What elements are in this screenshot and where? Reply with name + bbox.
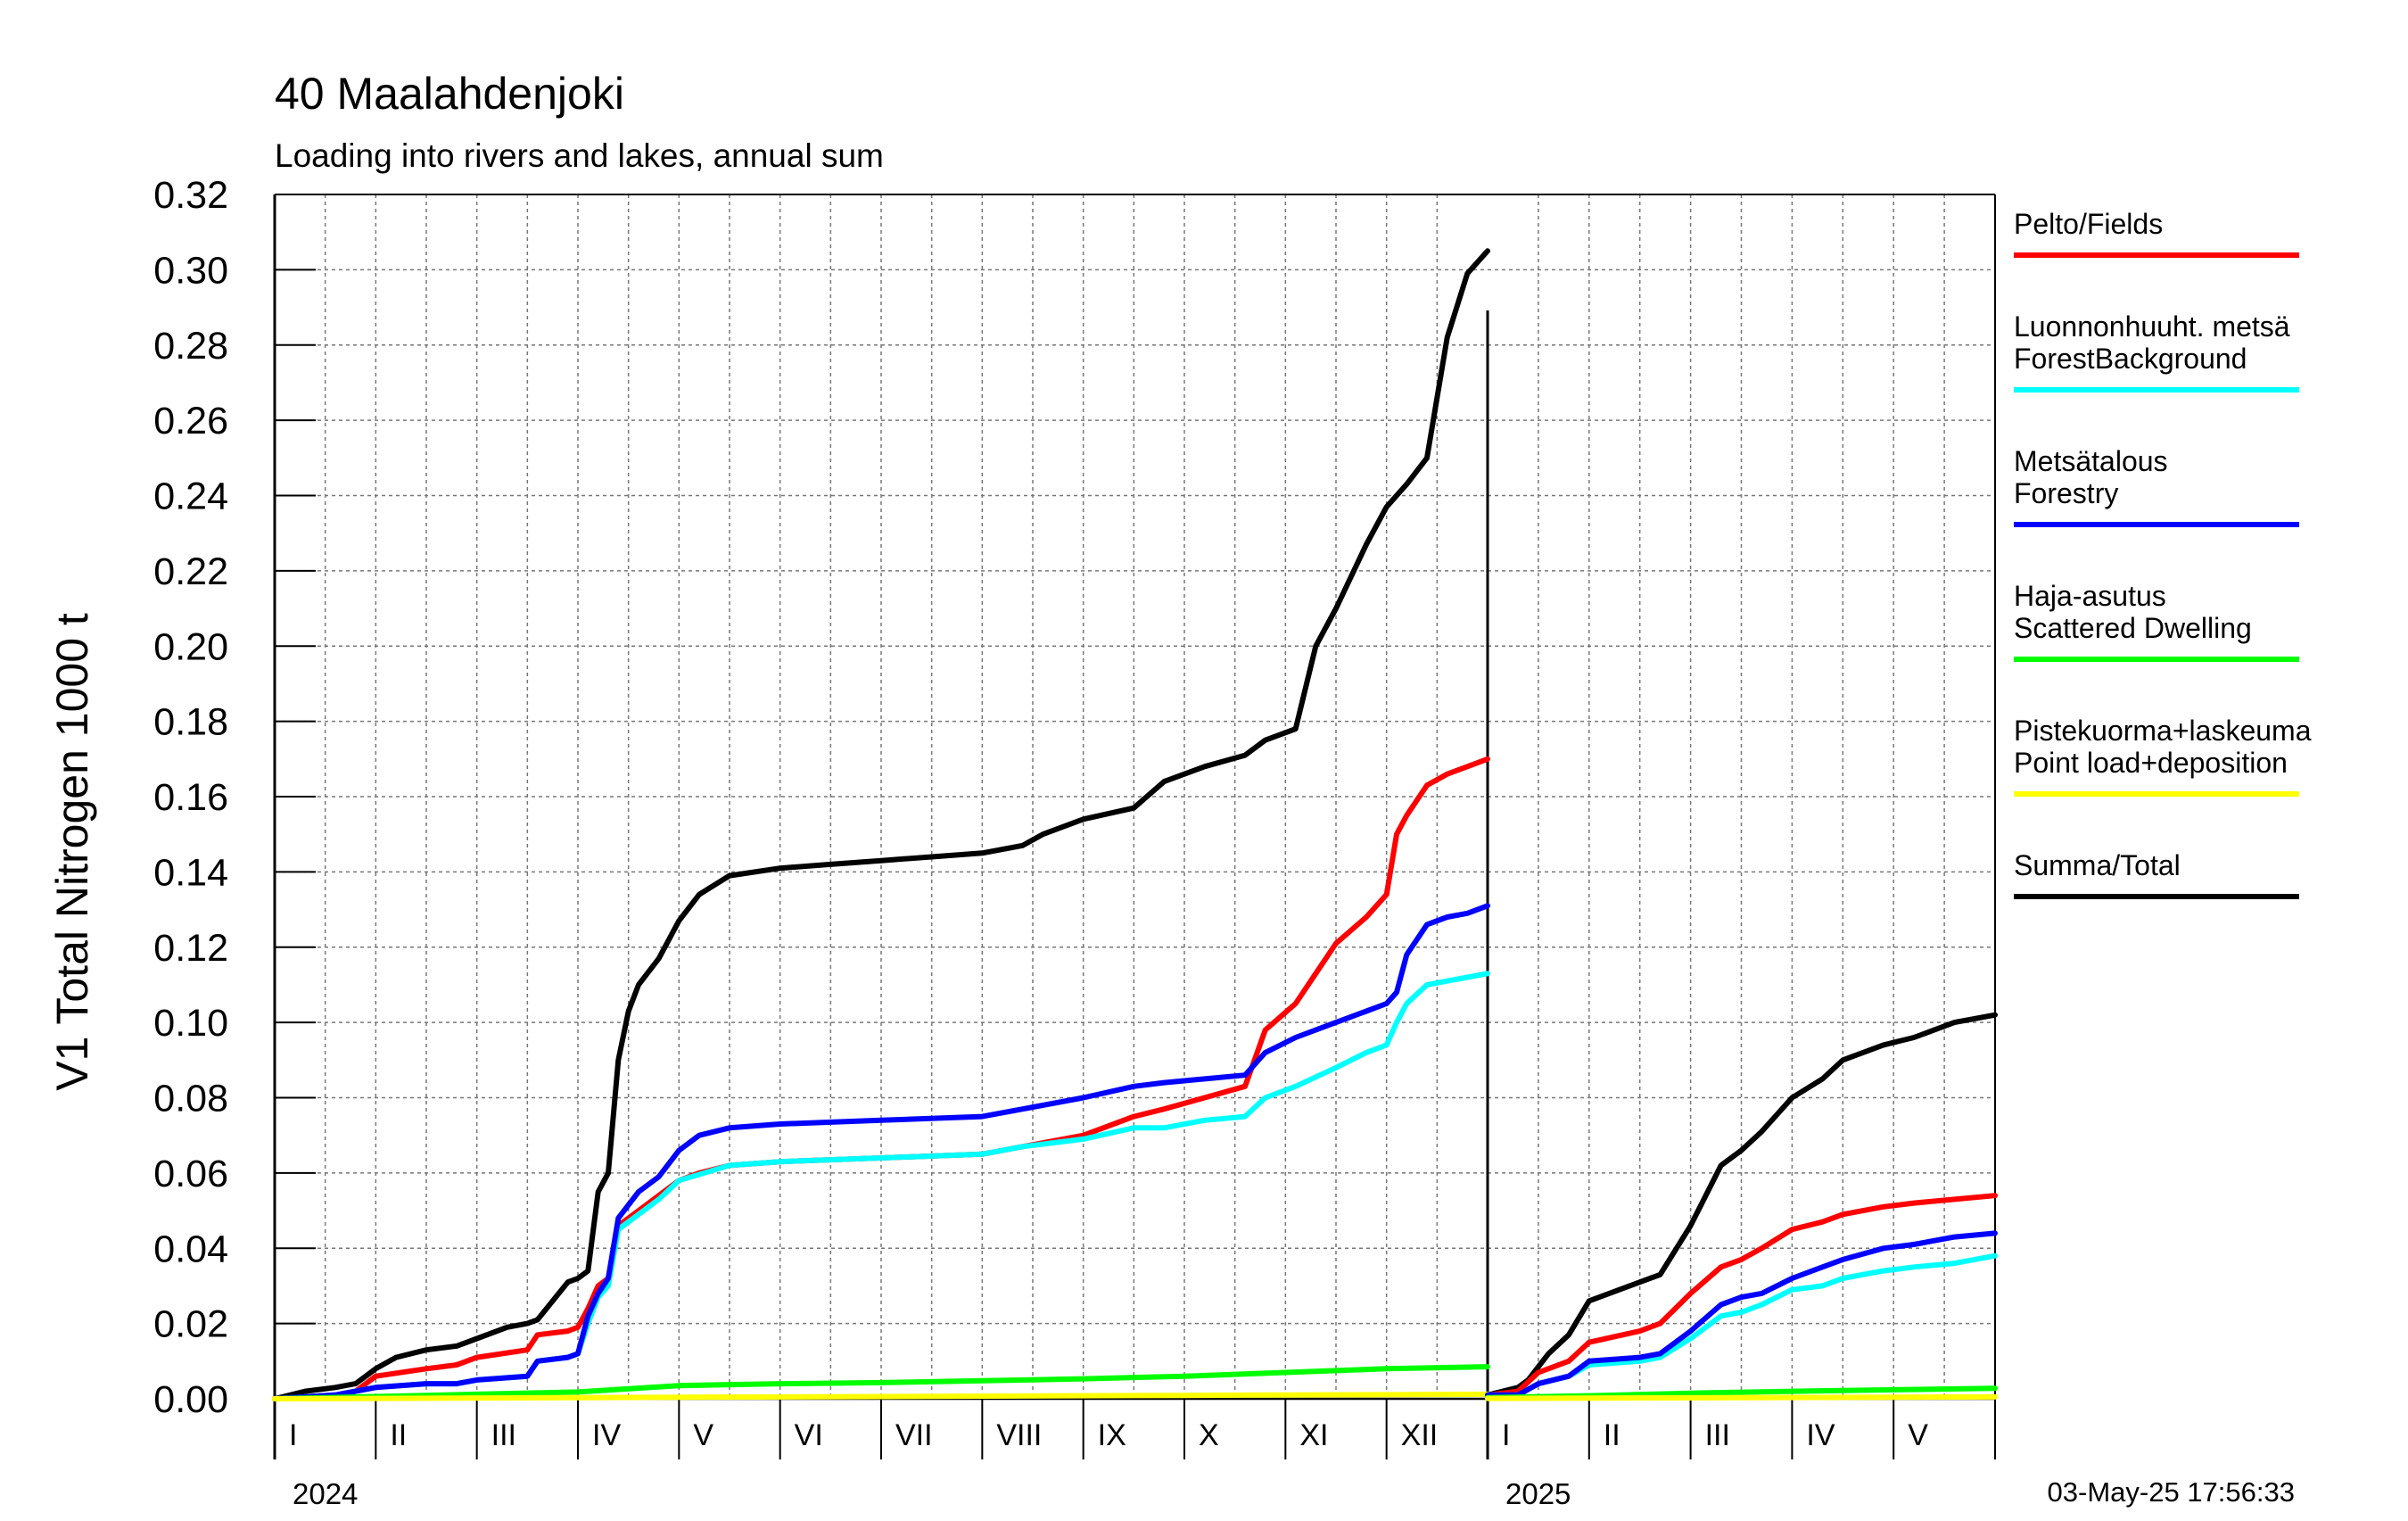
month-label: I: [1502, 1418, 1510, 1452]
series-line: [1485, 1012, 1998, 1398]
month-label: III: [491, 1418, 516, 1452]
series-line: [272, 903, 1490, 1401]
month-label: VII: [895, 1418, 933, 1452]
series-line: [1485, 1193, 1998, 1398]
month-label: V: [693, 1418, 713, 1452]
month-label: II: [1604, 1418, 1620, 1452]
y-tick-label: 0.20: [153, 625, 228, 668]
y-tick-label: 0.28: [153, 325, 228, 368]
timestamp: 03-May-25 17:56:33: [2048, 1476, 2295, 1508]
month-label: I: [289, 1418, 297, 1452]
series-line: [272, 248, 1490, 1401]
y-tick-label: 0.24: [153, 475, 228, 518]
y-tick-label: 0.30: [153, 249, 228, 292]
y-tick-label: 0.04: [153, 1228, 228, 1270]
y-tick-label: 0.22: [153, 550, 228, 593]
month-label: IV: [1806, 1418, 1835, 1452]
y-tick-label: 0.10: [153, 1002, 228, 1045]
legend-label: Metsätalous: [2014, 445, 2168, 477]
chart-title: 40 Maalahdenjoki: [275, 69, 624, 119]
legend-label: Luonnonhuuht. metsä: [2014, 310, 2290, 343]
month-label: IV: [592, 1418, 621, 1452]
series-line: [1485, 1230, 1998, 1398]
legend-label: Point load+deposition: [2014, 747, 2288, 779]
series-line: [272, 1391, 1490, 1401]
month-label: VIII: [996, 1418, 1042, 1452]
y-tick-label: 0.32: [153, 174, 228, 217]
y-tick-label: 0.02: [153, 1303, 228, 1346]
grid: [275, 194, 1995, 1399]
month-label: VI: [795, 1418, 823, 1452]
series-line: [272, 1364, 1490, 1401]
y-tick-label: 0.14: [153, 851, 228, 894]
month-label: XII: [1401, 1418, 1439, 1452]
chart-subtitle: Loading into rivers and lakes, annual su…: [275, 137, 884, 174]
month-label: X: [1199, 1418, 1219, 1452]
month-label: XI: [1299, 1418, 1328, 1452]
y-tick-label: 0.06: [153, 1153, 228, 1195]
legend-label: Haja-asutus: [2014, 580, 2166, 612]
month-label: IX: [1098, 1418, 1126, 1452]
legend-label: ForestBackground: [2014, 343, 2247, 375]
y-axis-label: V1 Total Nitrogen 1000 t: [47, 613, 97, 1091]
y-tick-label: 0.18: [153, 701, 228, 744]
y-tick-label: 0.26: [153, 400, 228, 442]
year-label: 2024: [293, 1477, 358, 1510]
year-label: 2025: [1505, 1477, 1571, 1510]
series-lines: [272, 248, 1998, 1401]
legend-label: Pistekuorma+laskeuma: [2014, 715, 2312, 747]
legend-label: Forestry: [2014, 477, 2118, 509]
legend-label: Scattered Dwelling: [2014, 612, 2252, 644]
month-label: III: [1705, 1418, 1730, 1452]
y-tick-label: 0.12: [153, 927, 228, 970]
month-label: II: [390, 1418, 407, 1452]
series-line: [1485, 1393, 1998, 1401]
month-label: V: [1908, 1418, 1928, 1452]
y-tick-label: 0.00: [153, 1378, 228, 1421]
legend-item: Summa/Total: [2014, 849, 2299, 899]
legend-item: Pelto/Fields: [2014, 208, 2299, 258]
y-tick-label: 0.08: [153, 1078, 228, 1120]
y-tick-label: 0.16: [153, 776, 228, 819]
legend-label: Summa/Total: [2014, 849, 2181, 881]
legend-label: Pelto/Fields: [2014, 208, 2163, 240]
legend: Pelto/Fields Luonnonhuuht. metsäForestBac…: [2014, 208, 2312, 899]
